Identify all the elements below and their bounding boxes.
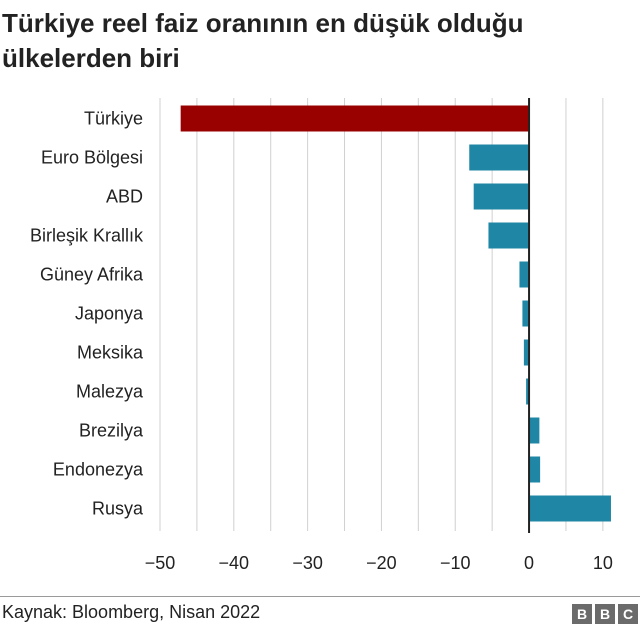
bar bbox=[180, 105, 530, 132]
x-tick-label: −50 bbox=[145, 553, 176, 573]
category-label: Türkiye bbox=[84, 109, 143, 129]
category-label: ABD bbox=[106, 187, 143, 207]
bar bbox=[529, 495, 611, 522]
bbc-logo: B B C bbox=[572, 604, 638, 624]
category-labels: Türkiye Euro Bölgesi ABD Birleşik Krallık Gü… bbox=[30, 109, 144, 519]
footer-divider bbox=[0, 596, 640, 597]
bbc-logo-letter: B bbox=[572, 604, 592, 624]
category-label: Malezya bbox=[76, 382, 144, 402]
category-label: Meksika bbox=[77, 343, 144, 363]
bar bbox=[473, 183, 530, 210]
bar bbox=[529, 456, 541, 483]
category-label: Brezilya bbox=[79, 421, 144, 441]
grid-lines bbox=[159, 98, 604, 531]
bar bbox=[522, 300, 530, 327]
category-label: Birleşik Krallık bbox=[30, 226, 144, 246]
x-tick-label: 0 bbox=[524, 553, 534, 573]
bar bbox=[529, 417, 540, 444]
category-label: Endonezya bbox=[53, 460, 144, 480]
bar bbox=[523, 339, 530, 366]
category-label: Rusya bbox=[92, 499, 144, 519]
x-tick-label: −40 bbox=[219, 553, 250, 573]
x-tick-label: −10 bbox=[440, 553, 471, 573]
bar-chart: Türkiye Euro Bölgesi ABD Birleşik Krallık Gü… bbox=[30, 98, 613, 573]
bar bbox=[519, 261, 530, 288]
category-label: Güney Afrika bbox=[40, 265, 144, 285]
category-label: Euro Bölgesi bbox=[41, 148, 143, 168]
x-tick-label: 10 bbox=[593, 553, 613, 573]
source-note: Kaynak: Bloomberg, Nisan 2022 bbox=[2, 602, 261, 622]
bbc-logo-letter: C bbox=[618, 604, 638, 624]
x-axis-ticks: −50 −40 −30 −20 −10 0 10 bbox=[145, 553, 613, 573]
bar bbox=[469, 144, 530, 171]
bar bbox=[488, 222, 530, 249]
bbc-logo-letter: B bbox=[595, 604, 615, 624]
chart-title: Türkiye reel faiz oranının en düşük oldu… bbox=[2, 8, 524, 73]
bar bbox=[526, 378, 530, 405]
category-label: Japonya bbox=[75, 304, 144, 324]
bars bbox=[180, 105, 611, 522]
x-tick-label: −30 bbox=[292, 553, 323, 573]
x-tick-label: −20 bbox=[366, 553, 397, 573]
